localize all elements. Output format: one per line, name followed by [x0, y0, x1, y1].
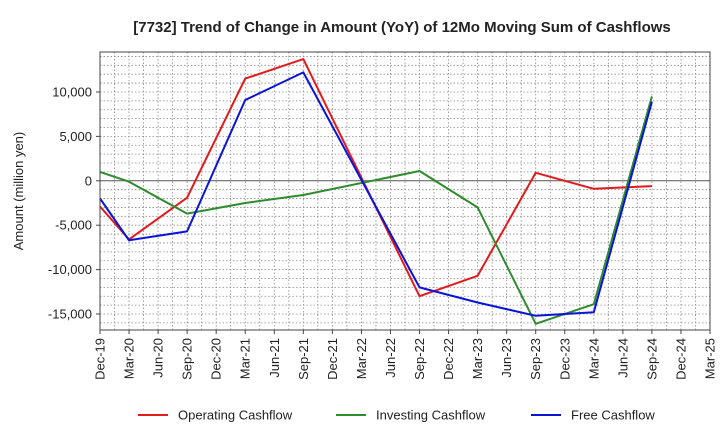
x-tick-label: Jun-23 — [499, 338, 514, 378]
x-tick-label: Mar-24 — [586, 338, 601, 379]
x-tick-label: Sep-21 — [296, 338, 311, 380]
x-tick-label: Mar-20 — [122, 338, 137, 379]
free-cashflow-line — [99, 71, 653, 317]
y-tick-label: 10,000 — [52, 84, 92, 99]
x-tick-label: Jun-24 — [615, 338, 630, 378]
x-tick-label: Jun-21 — [267, 338, 282, 378]
x-tick-label: Sep-24 — [644, 338, 659, 380]
y-axis-ticks: 10,000 5,000 0 -5,000 -10,000 -15,000 — [48, 84, 100, 322]
x-tick-label: Sep-22 — [412, 338, 427, 380]
x-tick-label: Jun-20 — [151, 338, 166, 378]
plot-area — [100, 52, 710, 330]
x-tick-label: Dec-21 — [325, 338, 340, 380]
x-axis-ticks: Dec-19 Mar-20 Jun-20 Sep-20 Dec-20 Mar-21 Jun-… — [93, 330, 718, 380]
legend-label: Free Cashflow — [571, 408, 655, 423]
y-tick-label: -5,000 — [55, 218, 92, 233]
plot-border — [99, 51, 711, 331]
x-tick-label: Dec-22 — [441, 338, 456, 380]
y-tick-label: -15,000 — [48, 307, 92, 322]
chart-title: [7732] Trend of Change in Amount (YoY) o… — [133, 19, 671, 36]
series-lines — [99, 58, 653, 325]
x-tick-label: Mar-25 — [703, 338, 718, 379]
x-tick-label: Sep-20 — [180, 338, 195, 380]
grid-lines — [100, 52, 710, 330]
y-axis-label: Amount (million yen) — [11, 132, 26, 251]
operating-cashflow-line — [99, 58, 652, 298]
plot-background — [100, 52, 710, 330]
x-tick-label: Dec-24 — [673, 338, 688, 380]
x-tick-label: Mar-22 — [354, 338, 369, 379]
x-tick-label: Dec-23 — [557, 338, 572, 380]
y-tick-label: 0 — [85, 173, 92, 188]
legend-label: Operating Cashflow — [178, 408, 293, 423]
y-tick-label: -10,000 — [48, 262, 92, 277]
x-tick-label: Mar-23 — [470, 338, 485, 379]
x-tick-label: Jun-22 — [383, 338, 398, 378]
x-tick-label: Dec-20 — [209, 338, 224, 380]
x-tick-label: Mar-21 — [238, 338, 253, 379]
legend-label: Investing Cashflow — [376, 408, 486, 423]
plot-frame — [99, 51, 711, 331]
legend: Operating Cashflow Investing Cashflow Free… — [138, 408, 655, 423]
y-tick-label: 5,000 — [59, 129, 92, 144]
x-tick-label: Dec-19 — [93, 338, 108, 380]
x-tick-label: Sep-23 — [528, 338, 543, 380]
